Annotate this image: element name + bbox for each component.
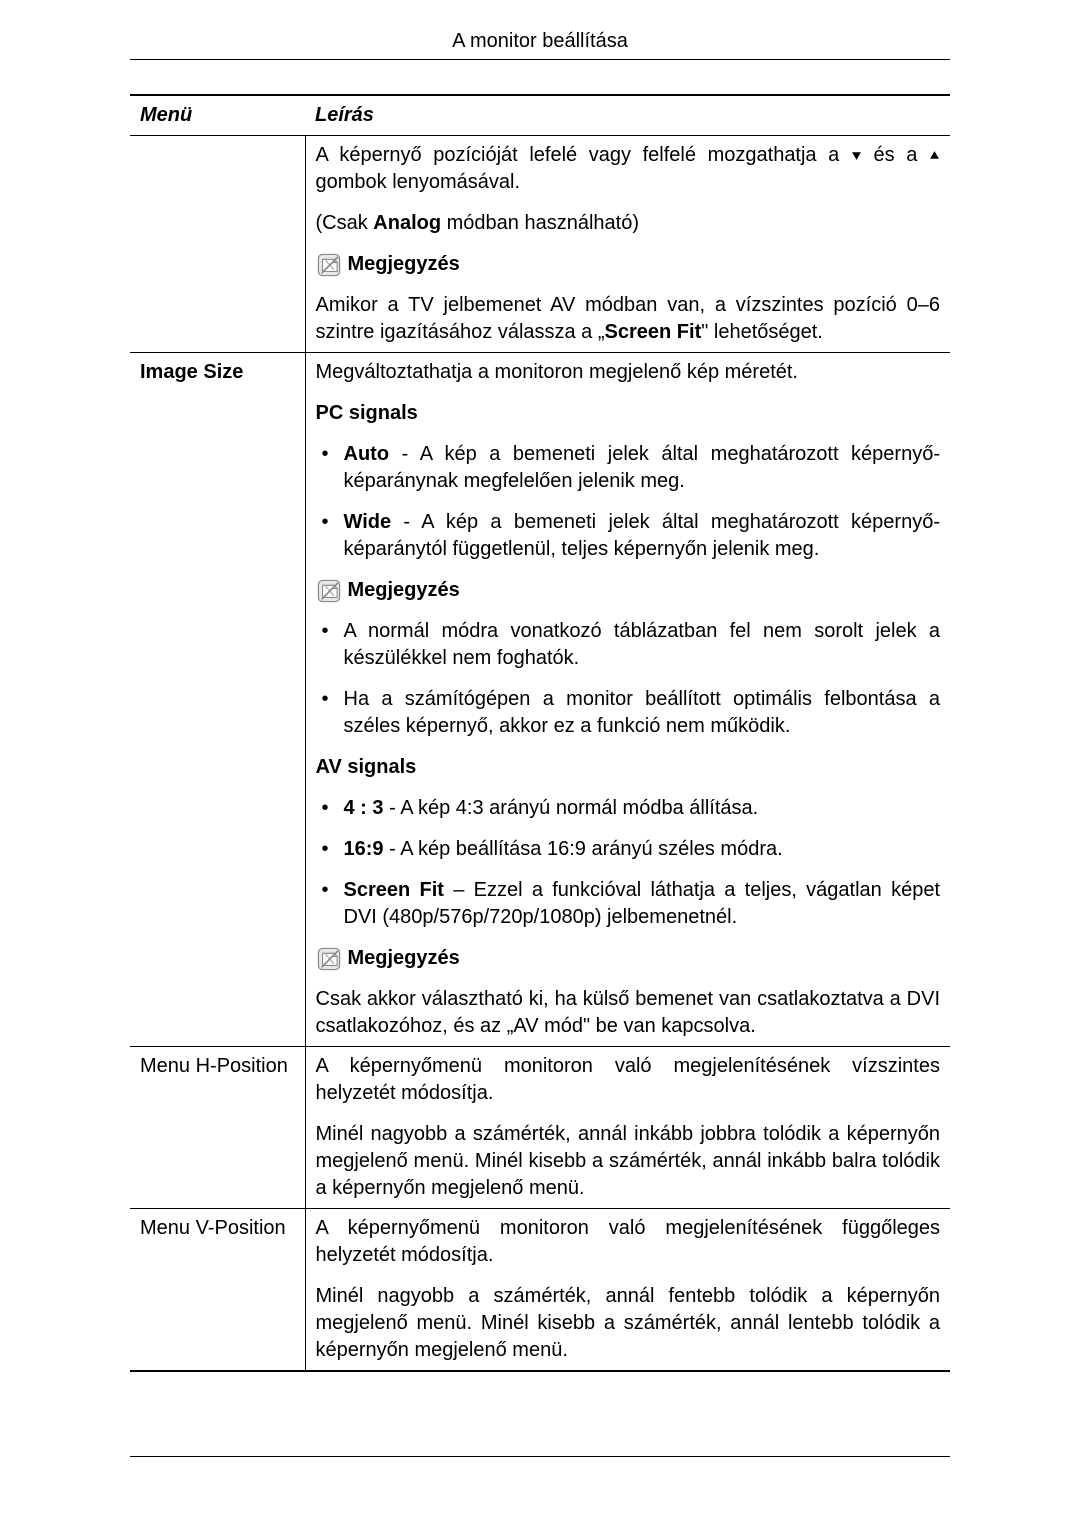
text: - A kép a bemeneti jelek által meghatáro…	[344, 511, 941, 560]
text: - A kép beállítása 16:9 arányú széles mó…	[384, 838, 783, 860]
cell-desc-3: A képernyőmenü monitoron való megjelenít…	[305, 1209, 950, 1372]
text: A normál módra vonatkozó táblázatban fel…	[344, 620, 941, 669]
text-bold: Screen Fit	[344, 879, 444, 901]
text: - A kép a bemeneti jelek által meghatáro…	[344, 443, 941, 492]
text: " lehetőséget.	[701, 321, 823, 343]
header-rule	[130, 59, 950, 60]
paragraph: Minél nagyobb a számérték, annál inkább …	[316, 1121, 941, 1202]
note-icon	[316, 578, 342, 604]
cell-desc-1: Megváltoztathatja a monitoron megjelenő …	[305, 353, 950, 1047]
paragraph: A képernyőmenü monitoron való megjelenít…	[316, 1215, 941, 1269]
paragraph: Csak akkor választható ki, ha külső beme…	[316, 986, 941, 1040]
text-bold: 4 : 3	[344, 797, 384, 819]
note-icon	[316, 252, 342, 278]
list-item: A normál módra vonatkozó táblázatban fel…	[316, 618, 941, 672]
cell-menu-0	[130, 136, 305, 353]
note-label: Megjegyzés	[348, 251, 460, 278]
cell-desc-0: A képernyő pozícióját lefelé vagy felfel…	[305, 136, 950, 353]
table-header-row: Menü Leírás	[130, 95, 950, 136]
text: gombok lenyomásával.	[316, 171, 521, 193]
paragraph: A képernyőmenü monitoron való megjelenít…	[316, 1053, 941, 1107]
cell-desc-2: A képernyőmenü monitoron való megjelenít…	[305, 1047, 950, 1209]
col-header-menu: Menü	[130, 95, 305, 136]
list-item: 16:9 - A kép beállítása 16:9 arányú szél…	[316, 836, 941, 863]
text: és a	[862, 144, 929, 166]
cell-menu-1: Image Size	[130, 353, 305, 1047]
table-row: Image Size Megváltoztathatja a monitoron…	[130, 353, 950, 1047]
bullet-list: 4 : 3 - A kép 4:3 arányú normál módba ál…	[316, 795, 941, 931]
subheading: AV signals	[316, 754, 941, 781]
paragraph: (Csak Analog módban használható)	[316, 210, 941, 237]
note-line: Megjegyzés	[316, 251, 941, 278]
cell-menu-3: Menu V-Position	[130, 1209, 305, 1372]
text: módban használható)	[441, 212, 639, 234]
list-item: Auto - A kép a bemeneti jelek által megh…	[316, 441, 941, 495]
paragraph: Minél nagyobb a számérték, annál fentebb…	[316, 1283, 941, 1364]
list-item: Wide - A kép a bemeneti jelek által megh…	[316, 509, 941, 563]
note-line: Megjegyzés	[316, 945, 941, 972]
col-header-desc: Leírás	[305, 95, 950, 136]
paragraph: A képernyő pozícióját lefelé vagy felfel…	[316, 142, 941, 196]
subheading: PC signals	[316, 400, 941, 427]
cell-menu-2: Menu H-Position	[130, 1047, 305, 1209]
triangle-up-icon	[929, 144, 940, 166]
text: - A kép 4:3 arányú normál módba állítása…	[384, 797, 759, 819]
settings-table: Menü Leírás A képernyő pozícióját lefelé…	[130, 94, 950, 1372]
footer-rule	[130, 1456, 950, 1457]
bullet-list: Auto - A kép a bemeneti jelek által megh…	[316, 441, 941, 563]
table-row: A képernyő pozícióját lefelé vagy felfel…	[130, 136, 950, 353]
bullet-list: A normál módra vonatkozó táblázatban fel…	[316, 618, 941, 740]
text-bold: Auto	[344, 443, 390, 465]
text-bold: Wide	[344, 511, 392, 533]
table-row: Menu H-Position A képernyőmenü monitoron…	[130, 1047, 950, 1209]
text: (Csak	[316, 212, 374, 234]
note-line: Megjegyzés	[316, 577, 941, 604]
paragraph: Amikor a TV jelbemenet AV módban van, a …	[316, 292, 941, 346]
list-item: Ha a számítógépen a monitor beállított o…	[316, 686, 941, 740]
text: Ha a számítógépen a monitor beállított o…	[344, 688, 941, 737]
text-bold: 16:9	[344, 838, 384, 860]
text-bold: Screen Fit	[605, 321, 702, 343]
paragraph: Megváltoztathatja a monitoron megjelenő …	[316, 359, 941, 386]
note-icon	[316, 946, 342, 972]
note-label: Megjegyzés	[348, 945, 460, 972]
list-item: Screen Fit – Ezzel a funkcióval láthatja…	[316, 877, 941, 931]
page: A monitor beállítása Menü Leírás A képer…	[0, 0, 1080, 1527]
table-row: Menu V-Position A képernyőmenü monitoron…	[130, 1209, 950, 1372]
text-bold: Analog	[373, 212, 441, 234]
triangle-down-icon	[851, 144, 862, 166]
list-item: 4 : 3 - A kép 4:3 arányú normál módba ál…	[316, 795, 941, 822]
page-header-title: A monitor beállítása	[130, 30, 950, 59]
text: A képernyő pozícióját lefelé vagy felfel…	[316, 144, 851, 166]
note-label: Megjegyzés	[348, 577, 460, 604]
